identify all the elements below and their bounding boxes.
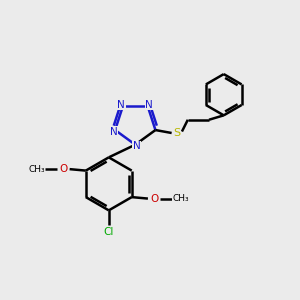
Text: N: N [133, 141, 141, 151]
Text: O: O [59, 164, 67, 174]
Text: N: N [118, 100, 125, 110]
Text: S: S [173, 128, 181, 138]
Text: O: O [150, 194, 158, 204]
Text: N: N [145, 100, 153, 110]
Text: N: N [110, 127, 118, 136]
Text: Cl: Cl [103, 227, 114, 237]
Text: CH₃: CH₃ [172, 194, 189, 203]
Text: CH₃: CH₃ [28, 165, 45, 174]
